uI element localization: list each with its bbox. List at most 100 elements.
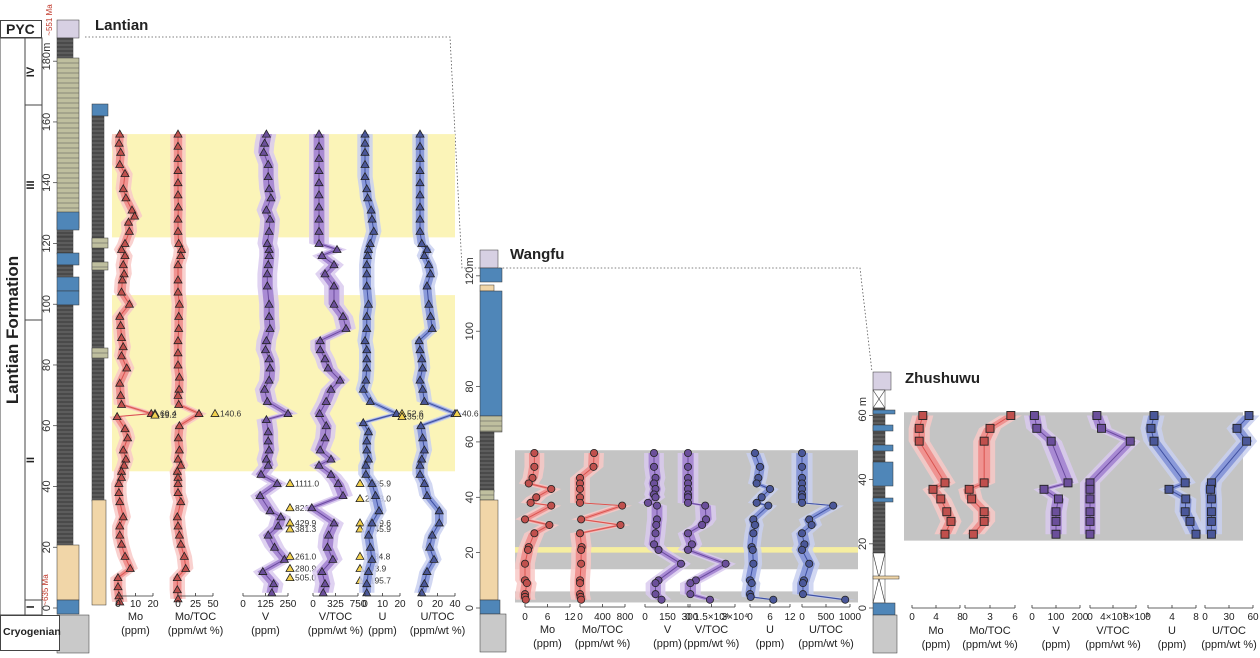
wangfu-v-point [654, 545, 663, 554]
lantian-u_toc-point [422, 490, 432, 500]
lantian-v-point [264, 311, 274, 320]
lantian-v-point [261, 205, 272, 214]
lantian-yellow-zone [112, 134, 455, 238]
lantian-v_toc-point [329, 518, 339, 527]
wangfu-depth-unit: m [464, 257, 476, 266]
lantian-mo_toc-point [173, 287, 183, 296]
lantian-u-point [362, 183, 372, 193]
lantian-mo_toc-point [173, 214, 183, 223]
lantian-mo-point [120, 168, 130, 177]
zhushuwu-v_toc-point [1085, 484, 1095, 494]
wangfu-u-x-tick-label: 0 [747, 612, 753, 623]
lantian-v_toc-point [314, 238, 324, 247]
wangfu-depth-tick-label: 40 [464, 491, 476, 503]
zhushuwu-u-x-tick-label: 4 [1169, 612, 1175, 623]
lantian-depth-tick-label: 140 [41, 174, 53, 192]
zhushuwu-v-inner-band [1028, 415, 1074, 535]
lantian-v-point [283, 408, 293, 417]
lantian-v_toc-point [329, 299, 339, 308]
wangfu-mo-axis-label: Mo [540, 624, 555, 636]
zhushuwu-v-point [1051, 529, 1061, 539]
zhushuwu-v_toc-x-tick-label: 8×10³ [1123, 612, 1150, 623]
wangfu-sand-a [479, 284, 495, 292]
lantian-v_toc-point [314, 177, 324, 187]
lantian-u_toc-point [415, 344, 425, 354]
wangfu-mo-point [521, 515, 530, 524]
zhushuwu-dolo-a [872, 409, 896, 415]
lantian-u-anomaly-label: 52.6 [407, 409, 424, 419]
lantian-v-point [263, 436, 273, 445]
lantian-v-point [259, 384, 270, 393]
lantian-mo_toc-point [173, 521, 183, 530]
lantian-mo-point [118, 445, 128, 454]
wangfu-mo_toc-axis-label: Mo/TOC [582, 624, 623, 636]
lantian-depth-tick-label: 100 [41, 295, 53, 313]
lantian-mo-axis-label: Mo [128, 611, 143, 623]
wangfu-u-point [746, 592, 755, 601]
lantian-mo_toc-point [173, 275, 183, 284]
lantian-u_toc-point [415, 177, 425, 187]
zhushuwu-mo-x-tick-label: 0 [909, 612, 915, 623]
zhushuwu-u-x-tick-label: 0 [1145, 612, 1151, 623]
lantian-u_toc-point [417, 363, 428, 372]
lantian-mo_toc-point [173, 454, 183, 463]
lantian-v-anomaly-marker [285, 551, 295, 560]
lantian-dolo-a [56, 211, 80, 231]
lantian-u_toc-point [419, 250, 430, 260]
zhushuwu-mo_toc-point [979, 507, 989, 517]
zhushuwu-u-point [1181, 494, 1191, 504]
lantian-mo-point [113, 572, 123, 582]
wangfu-depth-tick-label: 80 [464, 380, 476, 392]
lantian-v-point [265, 505, 275, 515]
lantian-v-point [272, 478, 282, 487]
wangfu-mo-point [521, 595, 530, 604]
lantian-mo-point [115, 378, 125, 387]
lantian-u-point [362, 250, 373, 260]
lantian-v-inner-band [254, 134, 294, 593]
lantian-mo_toc-point [173, 190, 183, 199]
wangfu-u-point [747, 579, 756, 588]
wangfu-depth-tick-label: 100 [464, 322, 476, 340]
lantian-u-point [362, 445, 372, 454]
zhushuwu-cap-dolostone [872, 602, 896, 616]
lantian-panel-u_toc: 40.60 20 40U/TOC(ppm/wt %) [410, 129, 479, 637]
lantian-mo_toc-point [174, 399, 184, 408]
lantian-u_toc-point [434, 505, 444, 515]
lantian-mo-point [115, 159, 125, 168]
wangfu-mo_toc-point [618, 501, 627, 510]
zhushuwu-v-axis-unit: (ppm) [1042, 639, 1071, 651]
wangfu-v-point [677, 559, 686, 568]
lantian-pyc-cap [56, 19, 80, 39]
lantian-u-point [361, 469, 371, 478]
lantian-v_toc-point [314, 153, 324, 162]
wangfu-v_toc-point [687, 540, 696, 549]
lantian-u-point [361, 375, 371, 384]
wangfu-mo_toc-point [576, 579, 585, 588]
lantian-mo_toc-point [176, 539, 186, 548]
wangfu-mo_toc-point [576, 484, 585, 493]
lantian-mo-point [115, 597, 125, 606]
wangfu-v_toc-point [684, 529, 693, 538]
lantian-v_toc-point [332, 244, 342, 253]
lantian-u_toc-point [422, 566, 432, 575]
lantian-v_toc-point [326, 454, 336, 463]
wangfu-depth-tick-label: 60 [464, 436, 476, 448]
zhushuwu-mo-x-tick-label: 4 [933, 612, 939, 623]
wangfu-v_toc-point [684, 498, 693, 507]
lantian-v_toc-point [314, 129, 324, 138]
lantian-v-point [263, 426, 273, 436]
wangfu-u-point [769, 595, 778, 604]
wangfu-v_toc-x-tick-label: 1.5×10⁴ [694, 612, 729, 623]
zhushuwu-mo-axis-label: Mo [928, 625, 943, 637]
wangfu-dolo-top [479, 267, 503, 283]
age-base-label: ~635 Ma [41, 574, 50, 606]
zhushuwu-pyc-cap [872, 371, 892, 391]
zhushuwu-u-point [1191, 529, 1201, 539]
lantian-v_toc-point [315, 445, 325, 454]
lantian-mo-point [115, 129, 125, 138]
lantian-v_toc-anomaly-label: 2195.7 [365, 576, 391, 586]
lantian-u_toc-point [422, 281, 432, 290]
lantian-v-x-tick-label: 250 [280, 599, 297, 610]
